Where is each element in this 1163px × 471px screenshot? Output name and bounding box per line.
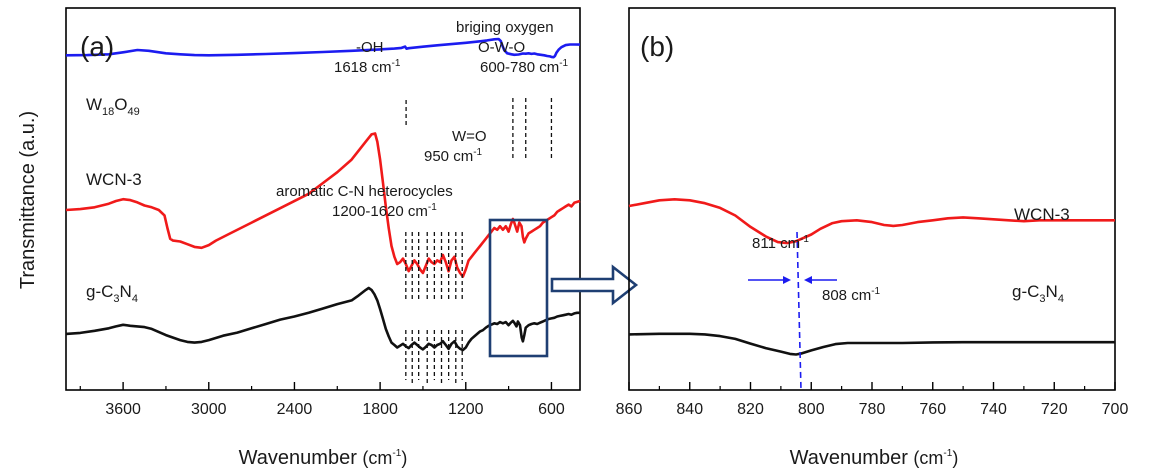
panel-b-x-axis-title: Wavenumber (cm-1): [790, 447, 959, 469]
panel-a-series: [65, 37, 581, 352]
panel-a-x-ticks: 3600 3000 2400 1800 1200 600: [105, 382, 565, 418]
panel-b-label: (b): [640, 31, 674, 62]
panel-b-x-tick-label: 840: [676, 401, 703, 418]
panel-a-x-tick-label: 2400: [277, 401, 313, 418]
series-label-gc3n4-a: g-C3N4: [86, 282, 138, 305]
panel-a-marker-lines: [405, 98, 553, 384]
annotation-aromatic-title: aromatic C-N heterocycles: [276, 183, 453, 200]
panel-b-x-tick-label: 820: [737, 401, 764, 418]
panel-a-label: (a): [80, 31, 114, 62]
panel-a-x-tick-label: 3000: [191, 401, 227, 418]
panel-a: 3600 3000 2400 1800 1200 600 (a) W18O49 WCN-3…: [65, 7, 581, 469]
panel-b-x-tick-label: 780: [859, 401, 886, 418]
annotation-811: 811 cm-1: [752, 234, 809, 252]
annotation-aromatic-value: 1200-1620 cm-1: [332, 202, 437, 220]
annotation-wo-name: W=O: [452, 128, 487, 145]
series-label-w18o49: W18O49: [86, 95, 140, 118]
panel-b: 860 840 820 800 780 760 740 720 700 (b) 811 cm-1…: [616, 7, 1129, 469]
panel-b-frame: [628, 7, 1116, 391]
panel-b-x-tick-label: 740: [980, 401, 1007, 418]
panel-b-x-tick-label: 760: [919, 401, 946, 418]
panel-a-frame: [65, 7, 581, 391]
panel-a-x-tick-label: 1800: [362, 401, 398, 418]
zoom-arrow-icon: [550, 264, 639, 306]
peak-dashed-line: [796, 231, 802, 391]
highlight-box: [488, 218, 549, 358]
panel-b-minor-ticks: [658, 386, 1086, 390]
annotation-oh-value: 1618 cm-1: [334, 58, 401, 76]
panel-a-x-tick-label: 1200: [448, 401, 484, 418]
panel-a-x-tick-label: 600: [538, 401, 565, 418]
series-label-wcn3-a: WCN-3: [86, 170, 142, 189]
annotation-owo-name: O-W-O: [478, 39, 525, 56]
series-label-gc3n4-b: g-C3N4: [1012, 282, 1064, 305]
panel-b-series: [628, 198, 1115, 356]
panel-a-x-tick-label: 3600: [105, 401, 141, 418]
series-label-wcn3-b: WCN-3: [1014, 205, 1070, 224]
panel-b-x-tick-label: 860: [616, 401, 643, 418]
series-line-wcn-3: [628, 198, 1115, 245]
panel-b-x-tick-label: 700: [1102, 401, 1129, 418]
annotation-owo-value: 600-780 cm-1: [480, 58, 569, 76]
panel-b-x-tick-label: 720: [1041, 401, 1068, 418]
panel-a-minor-ticks: [79, 386, 510, 390]
panel-b-x-tick-label: 800: [798, 401, 825, 418]
y-axis-title: Transmittance (a.u.): [17, 111, 39, 289]
series-line-g-c3n4: [628, 332, 1115, 356]
annotation-wo-value: 950 cm-1: [424, 147, 483, 165]
annotation-oh-name: -OH: [356, 39, 384, 56]
series-line-g-c3n4: [65, 286, 580, 352]
series-line-w18o49: [65, 37, 581, 59]
annotation-bridging: briging oxygen: [456, 19, 554, 36]
annotation-808: 808 cm-1: [822, 286, 881, 304]
peak-shift-arrows: [748, 276, 837, 284]
panel-a-x-axis-title: Wavenumber (cm-1): [239, 447, 408, 469]
series-line-wcn-3: [65, 132, 581, 278]
panel-b-x-ticks: 860 840 820 800 780 760 740 720 700: [616, 382, 1129, 418]
